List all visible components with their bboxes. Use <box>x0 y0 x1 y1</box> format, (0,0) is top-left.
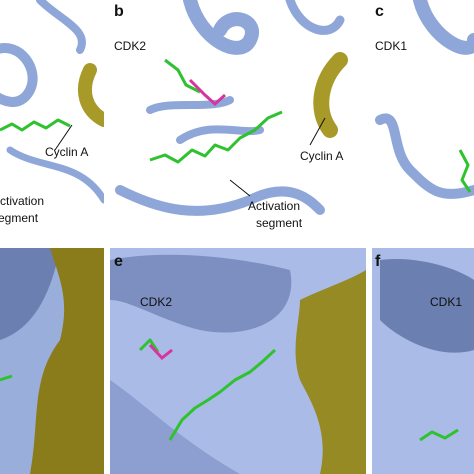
segment-label: Activation <box>248 199 300 213</box>
panel-f: f CDK1 <box>372 248 474 474</box>
panel-a: Cyclin A Activation segment <box>0 0 104 225</box>
segment-label: segment <box>256 216 303 230</box>
panel-letter: e <box>114 253 123 270</box>
panel-e: e CDK2 <box>110 248 366 474</box>
protein-label: CDK2 <box>140 295 172 309</box>
panel-d <box>0 248 104 474</box>
protein-label: CDK2 <box>114 39 146 53</box>
cyclin-label: Cyclin A <box>300 149 343 163</box>
panel-letter: f <box>375 253 381 270</box>
segment-label: segment <box>0 211 39 225</box>
panel-letter: c <box>375 3 384 20</box>
protein-label: CDK1 <box>430 295 462 309</box>
panel-letter: b <box>114 3 124 20</box>
segment-label: Activation <box>0 194 44 208</box>
panel-b: b CDK2 Cyclin A Activation segment <box>114 0 348 230</box>
protein-label: CDK1 <box>375 39 407 53</box>
cyclin-label: Cyclin A <box>45 145 88 159</box>
panel-c: c CDK1 <box>375 0 474 199</box>
